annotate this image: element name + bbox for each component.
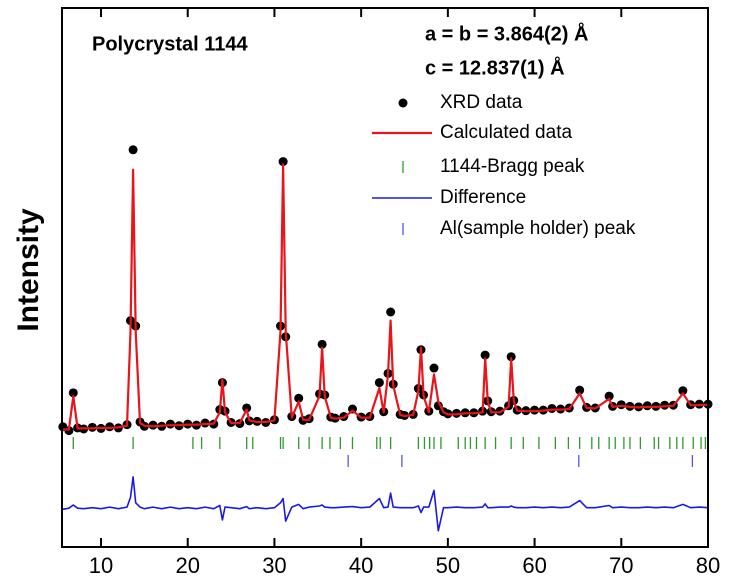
legend-label: Difference	[440, 187, 526, 208]
x-tick-label: 50	[436, 553, 460, 578]
data-point	[678, 386, 688, 396]
data-point	[642, 401, 652, 411]
data-point	[278, 157, 288, 167]
x-tick-label: 20	[175, 553, 199, 578]
legend-label: XRD data	[440, 92, 523, 113]
annotation: a = b = 3.864(2) Å	[425, 21, 588, 45]
legend-label: 1144-Bragg peak	[440, 156, 585, 177]
legend-symbol	[398, 98, 408, 108]
plot-frame	[61, 7, 709, 548]
data-point	[148, 420, 158, 430]
data-point	[128, 145, 138, 155]
x-tick-label: 70	[609, 553, 633, 578]
data-point	[68, 388, 78, 398]
x-tick-label: 40	[349, 553, 373, 578]
x-tick-label: 80	[696, 553, 720, 578]
x-tick-label: 60	[522, 553, 546, 578]
data-point	[604, 391, 614, 401]
annotation: Polycrystal 1144	[92, 33, 249, 55]
x-tick-label: 30	[262, 553, 286, 578]
data-point	[575, 385, 585, 395]
data-point	[317, 339, 327, 349]
data-point	[480, 350, 490, 360]
legend-label: Al(sample holder) peak	[440, 218, 636, 239]
legend-label: Calculated data	[440, 122, 572, 143]
data-point	[386, 307, 396, 317]
data-point	[547, 403, 557, 413]
data-point	[506, 352, 516, 362]
data-point	[530, 405, 540, 415]
x-tick-label: 10	[89, 553, 113, 578]
data-point	[242, 403, 252, 413]
data-point	[374, 378, 384, 388]
y-axis-label: Intensity	[12, 208, 45, 332]
calculated-line	[62, 163, 709, 431]
annotation: c = 12.837(1) Å	[425, 55, 565, 79]
data-point	[429, 363, 439, 373]
difference-line	[62, 476, 709, 532]
data-point	[294, 393, 304, 403]
